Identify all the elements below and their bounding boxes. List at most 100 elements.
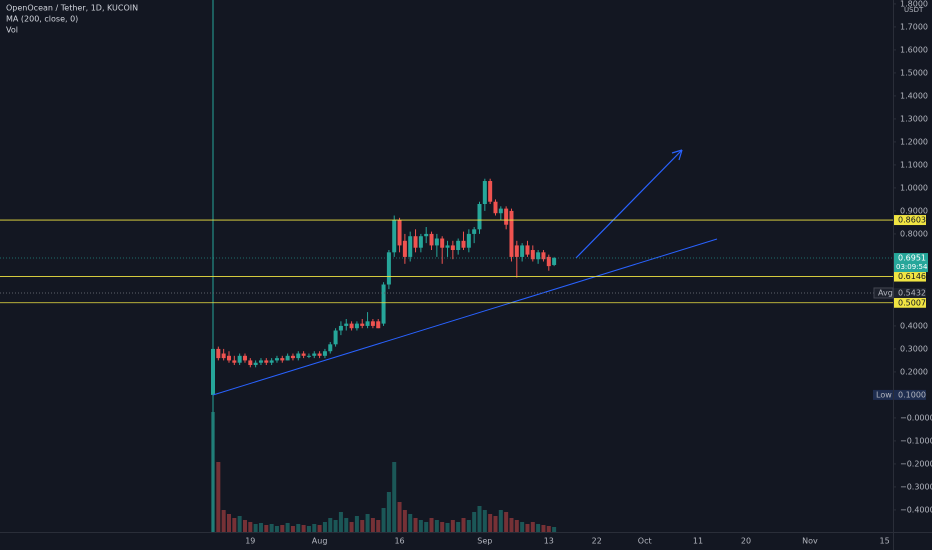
low-tag — [894, 389, 926, 400]
y-tick-label: 0.2000 — [900, 367, 928, 376]
candle-body — [253, 362, 258, 366]
candle-body — [269, 360, 274, 363]
y-tick-label: 0.9000 — [900, 206, 928, 215]
low-label: 0.1000 — [898, 390, 926, 399]
plot — [211, 178, 557, 532]
volume-bar — [386, 492, 391, 532]
volume-bar — [253, 524, 258, 532]
candle-body — [477, 204, 482, 230]
candle-body — [402, 240, 407, 257]
volume-bar — [530, 522, 535, 532]
arrow[interactable] — [575, 149, 683, 259]
volume-bar — [317, 525, 322, 532]
volume-bar — [445, 523, 450, 532]
volume-bar — [450, 520, 455, 532]
candle-body — [242, 355, 247, 361]
y-tick-label: 1.0000 — [900, 183, 928, 192]
candle-body — [392, 220, 397, 253]
candle-body — [536, 252, 541, 260]
volume-bar — [312, 524, 317, 532]
level-label: 0.6146 — [898, 272, 926, 281]
x-tick-label: 11 — [693, 537, 703, 546]
candle-body — [360, 323, 365, 326]
y-tick-label: 1.7000 — [900, 22, 928, 31]
indicator-label[interactable]: Vol — [6, 26, 18, 35]
low-name-tag — [873, 389, 893, 400]
volume-bar — [552, 527, 557, 532]
y-tick-label: 0.4000 — [900, 321, 928, 330]
y-tick-label: 0.8000 — [900, 229, 928, 238]
candle-body — [290, 355, 295, 359]
last-price-label: 0.6951 — [898, 254, 926, 263]
arrow-head — [671, 149, 683, 161]
candle-body — [408, 236, 413, 257]
volume-bar — [541, 525, 546, 532]
candle-body — [317, 353, 322, 356]
volume-bar — [397, 502, 402, 532]
candle-body — [418, 236, 423, 248]
candle-body — [397, 220, 402, 246]
avg-label: 0.5432 — [898, 288, 926, 297]
candle-body — [365, 321, 370, 326]
candle-body — [312, 353, 317, 356]
volume-bar — [226, 514, 231, 532]
volume-bar — [322, 522, 327, 532]
x-tick-label: Nov — [802, 537, 818, 546]
x-tick-label: 22 — [592, 537, 602, 546]
x-tick-label: 19 — [245, 537, 255, 546]
candle-body — [440, 238, 445, 248]
last-price-tag — [894, 253, 928, 273]
volume-bar — [461, 518, 466, 532]
candle-body — [216, 348, 221, 359]
candle-body — [413, 236, 418, 248]
candle-body — [248, 360, 253, 366]
indicator-label[interactable]: MA (200, close, 0) — [6, 15, 78, 24]
volume-bar — [413, 518, 418, 532]
candle-body — [429, 233, 434, 246]
volume-bar — [354, 516, 359, 532]
candle-body — [541, 252, 546, 260]
volume-bar — [285, 523, 290, 532]
candle-body — [354, 323, 359, 329]
candle-body — [472, 229, 477, 234]
low-name: Low — [876, 390, 892, 399]
volume-bar — [504, 512, 509, 532]
candle-body — [456, 240, 461, 251]
level-tag — [894, 215, 926, 226]
candle-body — [344, 323, 349, 326]
volume-bar — [418, 520, 423, 532]
y-tick-label: 1.6000 — [900, 45, 928, 54]
candle-body — [306, 355, 311, 357]
candle-body — [482, 181, 487, 205]
candle-body — [237, 355, 242, 363]
candle-body — [461, 240, 466, 248]
y-tick-label: 1.4000 — [900, 91, 928, 100]
candle-body — [328, 344, 333, 352]
y-tick-label: −0.0000 — [900, 413, 932, 422]
volume-bar — [408, 514, 413, 532]
candle-body — [301, 353, 306, 356]
y-tick-label: 1.5000 — [900, 68, 928, 77]
volume-bar — [237, 516, 242, 532]
y-tick-label: −0.2000 — [900, 459, 932, 468]
level-label: 0.5007 — [898, 298, 926, 307]
y-tick-label: 1.8000 — [900, 0, 928, 8]
candle-body — [232, 360, 237, 363]
volume-bar — [264, 525, 269, 532]
volume-bar — [370, 518, 375, 532]
candle-body — [296, 353, 301, 359]
candle-body — [285, 355, 290, 361]
volume-bar — [344, 518, 349, 532]
candle-body — [530, 250, 535, 260]
candle-body — [488, 181, 493, 202]
volume-bar — [333, 520, 338, 532]
candle-body — [333, 330, 338, 345]
trend-line[interactable] — [212, 238, 718, 396]
candle-body — [552, 258, 557, 265]
volume-bar — [514, 520, 519, 532]
volume-bar — [296, 524, 301, 532]
avg-name-tag — [873, 287, 894, 299]
candle-body — [466, 233, 471, 248]
candle-body — [349, 323, 354, 329]
